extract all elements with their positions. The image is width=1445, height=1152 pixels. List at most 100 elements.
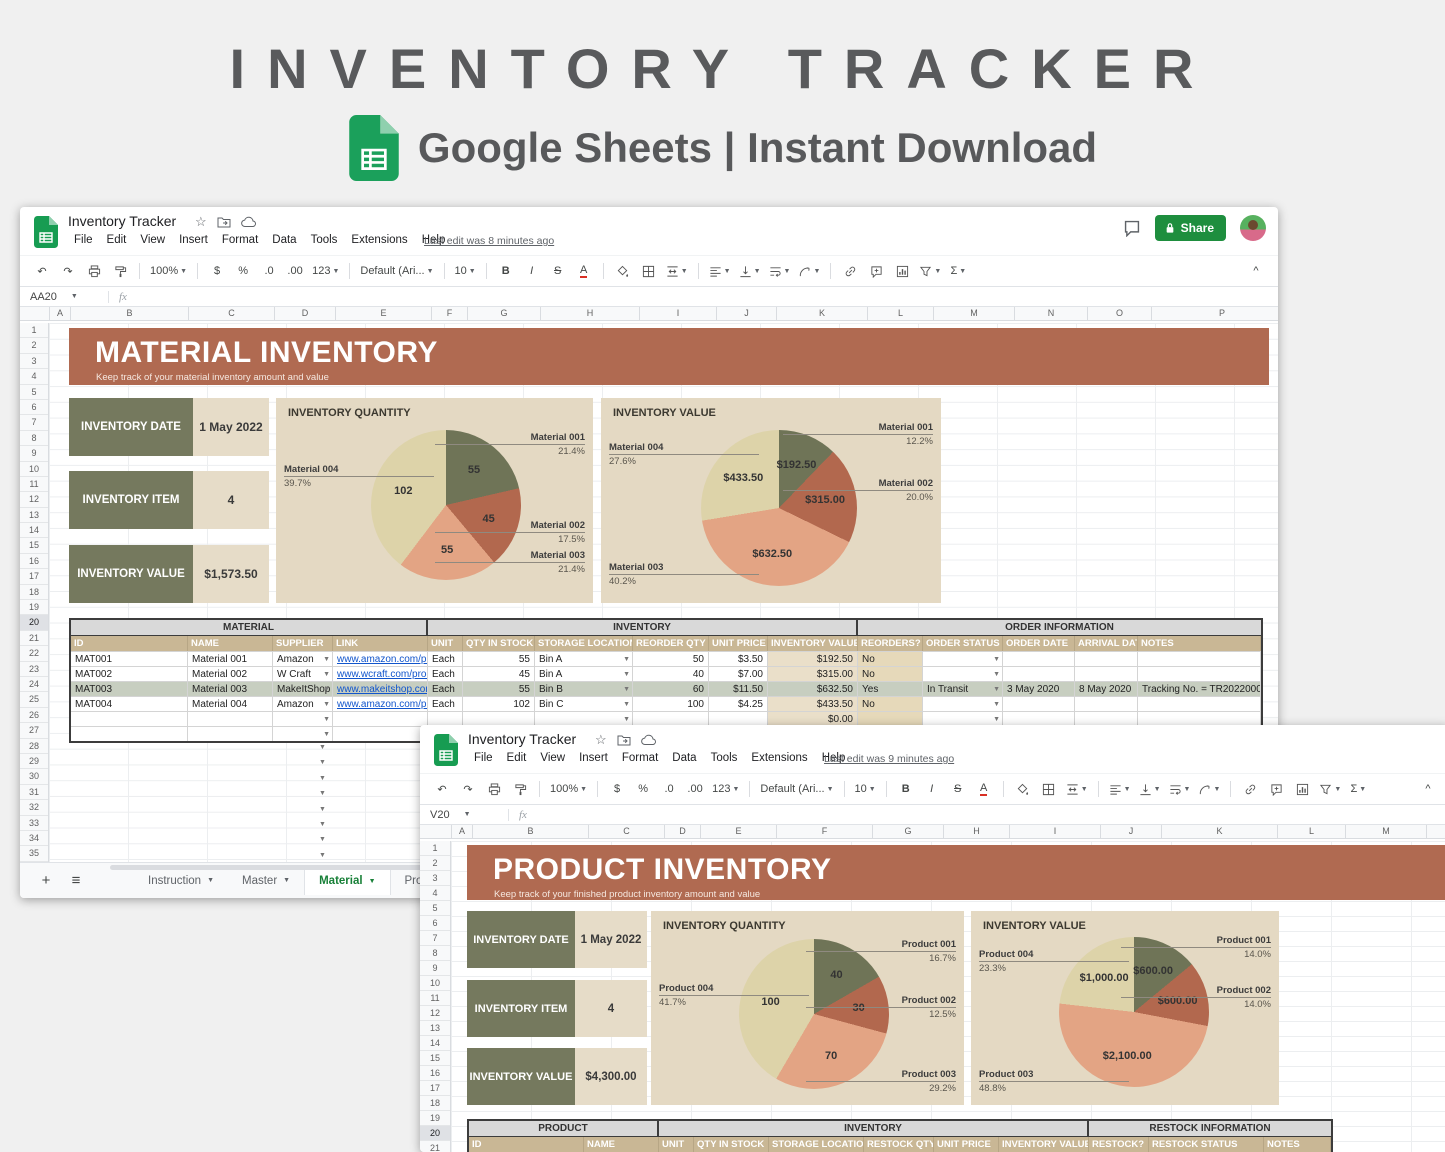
table-cell[interactable]: Amazon ▼: [273, 696, 333, 711]
row-header-17[interactable]: 17: [20, 569, 48, 585]
column-header-N[interactable]: N: [1015, 307, 1088, 320]
column-header-K[interactable]: K: [1162, 825, 1278, 838]
row-header-1[interactable]: 1: [20, 323, 48, 339]
table-cell[interactable]: ▼: [923, 666, 1003, 681]
summary-inventory-item[interactable]: INVENTORY ITEM 4: [69, 471, 269, 529]
column-header-P[interactable]: P: [1152, 307, 1278, 320]
account-avatar[interactable]: [1240, 215, 1266, 241]
font-size-select[interactable]: 10 ▼: [454, 265, 476, 277]
menu-view[interactable]: View: [140, 234, 166, 246]
row-header-7[interactable]: 7: [420, 931, 450, 946]
table-cell[interactable]: Bin A ▼: [535, 651, 633, 666]
document-title[interactable]: Inventory Tracker: [68, 213, 177, 229]
row-header-2[interactable]: 2: [20, 338, 48, 354]
functions-icon[interactable]: Σ ▼: [950, 265, 967, 277]
table-cell[interactable]: W Craft ▼: [273, 666, 333, 681]
table-cell[interactable]: www.amazon.com/pro: [333, 651, 428, 666]
row-header-25[interactable]: 25: [20, 692, 48, 708]
last-edit-status[interactable]: Last edit was 8 minutes ago: [424, 235, 555, 247]
table-cell[interactable]: $11.50: [709, 681, 768, 696]
table-cell[interactable]: www.amazon.com/pro: [333, 696, 428, 711]
table-cell[interactable]: 3 May 2020: [1003, 681, 1075, 696]
table-cell[interactable]: $192.50: [768, 651, 858, 666]
table-cell[interactable]: [188, 726, 273, 741]
paint-format-icon[interactable]: [508, 778, 532, 800]
italic-icon[interactable]: I: [530, 265, 534, 277]
chart-material-value[interactable]: INVENTORY VALUE $192.50 Material 001 12.2%…: [601, 398, 941, 603]
column-header-I[interactable]: I: [1010, 825, 1101, 838]
row-header-13[interactable]: 13: [420, 1021, 450, 1036]
zoom-select[interactable]: 100% ▼: [150, 265, 188, 277]
menu-edit[interactable]: Edit: [506, 752, 527, 764]
row-header-20[interactable]: 20: [20, 615, 48, 631]
share-button[interactable]: Share: [1154, 215, 1226, 241]
row-header-15[interactable]: 15: [420, 1051, 450, 1066]
insert-link-icon[interactable]: [1238, 778, 1262, 800]
collapse-toolbar-icon[interactable]: ^: [1253, 265, 1259, 277]
row-header-24[interactable]: 24: [20, 677, 48, 693]
row-header-4[interactable]: 4: [420, 886, 450, 901]
column-header-F[interactable]: F: [777, 825, 873, 838]
row-header-9[interactable]: 9: [20, 446, 48, 462]
menu-insert[interactable]: Insert: [579, 752, 608, 764]
table-cell[interactable]: In Transit ▼: [923, 681, 1003, 696]
horizontal-align-icon[interactable]: ▼: [1106, 778, 1134, 800]
row-header-5[interactable]: 5: [20, 385, 48, 400]
column-header-G[interactable]: G: [873, 825, 944, 838]
table-cell[interactable]: [428, 711, 463, 726]
redo-icon[interactable]: ↷: [63, 265, 73, 278]
table-cell[interactable]: [1075, 651, 1138, 666]
bold-icon[interactable]: B: [901, 783, 910, 795]
name-box[interactable]: AA20 ▼: [30, 290, 78, 303]
column-header-D[interactable]: D: [275, 307, 336, 320]
row-header-32[interactable]: 32: [20, 800, 48, 816]
menu-view[interactable]: View: [540, 752, 566, 764]
sheet-grid[interactable]: PRODUCT INVENTORY Keep track of your fin…: [451, 841, 1445, 1152]
row-headers[interactable]: 1 2 3 4 5 6 7 8 9 10 11 12 13 14 15 16 17 18 19 20 21 22 23 24 2…: [20, 323, 49, 862]
table-cell[interactable]: [709, 711, 768, 726]
table-cell[interactable]: $0.00: [768, 711, 858, 726]
row-header-16[interactable]: 16: [420, 1066, 450, 1081]
last-edit-status[interactable]: Last edit was 9 minutes ago: [824, 753, 955, 765]
row-header-19[interactable]: 19: [20, 600, 48, 616]
text-wrap-icon[interactable]: ▼: [766, 260, 794, 282]
table-cell[interactable]: Material 004: [188, 696, 273, 711]
row-header-22[interactable]: 22: [20, 646, 48, 662]
insert-chart-icon[interactable]: [890, 260, 914, 282]
star-icon[interactable]: ☆: [595, 732, 607, 747]
row-header-8[interactable]: 8: [420, 946, 450, 961]
table-cell[interactable]: [463, 711, 535, 726]
table-cell[interactable]: ▼: [273, 711, 333, 726]
table-cell[interactable]: Bin B ▼: [535, 681, 633, 696]
number-format-menu[interactable]: 123 ▼: [712, 783, 740, 795]
column-header-C[interactable]: C: [589, 825, 665, 838]
chart-material-quantity[interactable]: INVENTORY QUANTITY 55 Material 001 21.4% 45…: [276, 398, 593, 603]
document-status-cloud-icon[interactable]: [240, 216, 257, 228]
row-header-26[interactable]: 26: [20, 708, 48, 724]
paint-format-icon[interactable]: [108, 260, 132, 282]
row-header-3[interactable]: 3: [20, 354, 48, 370]
table-cell[interactable]: [858, 711, 923, 726]
row-header-19[interactable]: 19: [420, 1111, 450, 1126]
text-color-icon[interactable]: A: [580, 263, 588, 278]
insert-chart-icon[interactable]: [1290, 778, 1314, 800]
column-header-A[interactable]: A: [50, 307, 71, 320]
column-header-H[interactable]: H: [541, 307, 640, 320]
table-cell[interactable]: [333, 726, 428, 741]
percent-format-icon[interactable]: %: [238, 265, 248, 277]
table-cell[interactable]: $3.50: [709, 651, 768, 666]
row-header-29[interactable]: 29: [20, 754, 48, 770]
select-all-corner[interactable]: [420, 825, 452, 838]
table-cell[interactable]: [1138, 696, 1261, 711]
vertical-align-icon[interactable]: ▼: [736, 260, 764, 282]
table-cell[interactable]: Material 003: [188, 681, 273, 696]
row-header-33[interactable]: 33: [20, 816, 48, 831]
increase-decimal-icon[interactable]: .00: [287, 265, 303, 277]
row-header-11[interactable]: 11: [20, 477, 48, 493]
undo-icon[interactable]: ↶: [37, 265, 47, 278]
column-header-B[interactable]: B: [71, 307, 189, 320]
chart-product-quantity[interactable]: INVENTORY QUANTITY 40 Product 001 16.7% 30 P…: [651, 911, 964, 1105]
row-header-6[interactable]: 6: [20, 400, 48, 416]
table-cell[interactable]: Material 001: [188, 651, 273, 666]
